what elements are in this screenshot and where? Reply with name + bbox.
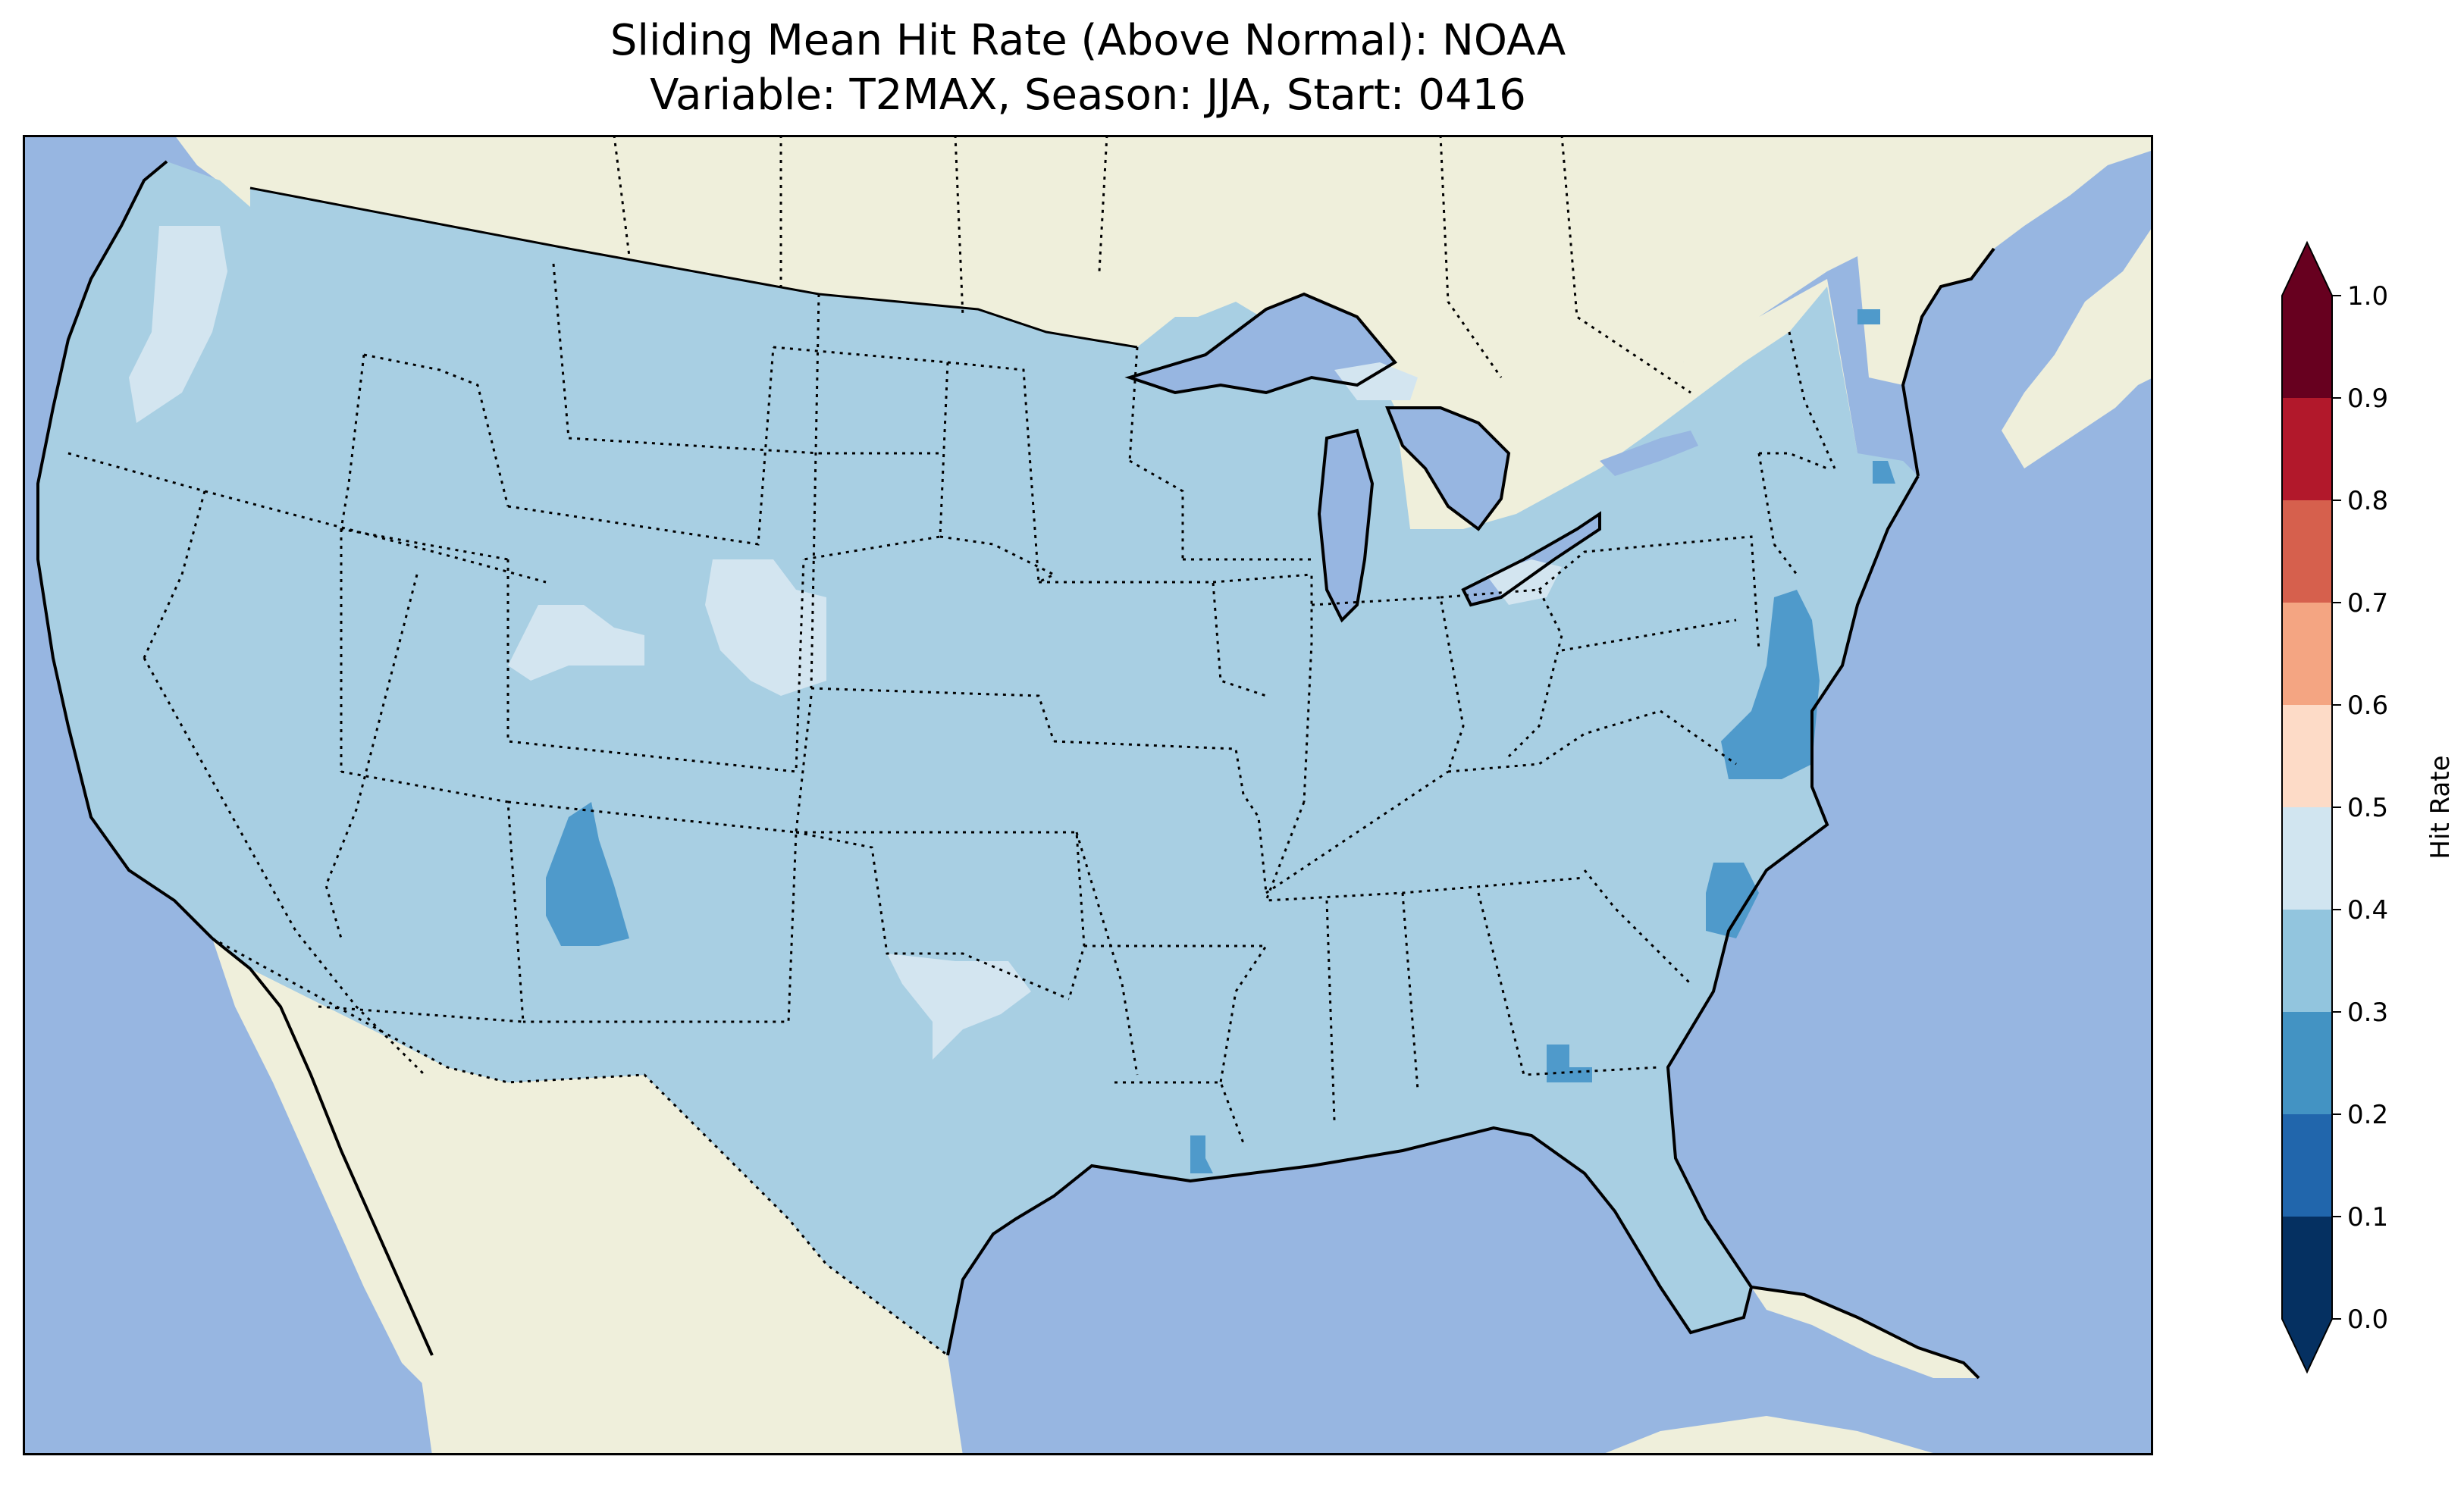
field-patch-arizona xyxy=(546,802,629,946)
field-patch-texas xyxy=(887,954,1031,1060)
colorbar-bins xyxy=(2281,240,2333,1374)
land-baja xyxy=(212,938,432,1393)
colorbar-label: Hit Rate xyxy=(2425,755,2456,859)
colorbar-extend-min xyxy=(2282,1319,2332,1372)
field-patch-massachusetts xyxy=(1873,461,1895,484)
land-southamerica-edge xyxy=(1600,1416,1941,1455)
land-maritimes xyxy=(2002,226,2153,468)
colorbar-tick-label: 0.8 xyxy=(2347,486,2388,516)
map-panel xyxy=(23,135,2153,1455)
lake-ontario xyxy=(1600,431,1698,476)
colorbar-bin xyxy=(2282,910,2332,1012)
colorbar-bin xyxy=(2282,296,2332,398)
colorbar-bin xyxy=(2282,1114,2332,1217)
us-mexico-border xyxy=(212,937,948,1357)
colorbar-tick-label: 0.0 xyxy=(2347,1305,2388,1335)
chart-title: Sliding Mean Hit Rate (Above Normal): NO… xyxy=(23,14,2153,123)
field-patch-wyoming-east xyxy=(705,559,826,696)
title-line-2: Variable: T2MAX, Season: JJA, Start: 041… xyxy=(650,70,1526,120)
lake-michigan xyxy=(1319,431,1372,620)
field-patch-washington xyxy=(129,226,227,423)
colorbar-bin xyxy=(2282,500,2332,603)
colorbar-ticks: 0.0 0.1 0.2 0.3 0.4 0.5 0.6 0.7 0.8 0.9 1.0 xyxy=(2332,281,2388,1335)
field-conus xyxy=(38,161,1918,1355)
colorbar-extend-max xyxy=(2282,243,2332,296)
land-cuba xyxy=(1751,1287,1979,1378)
colorbar-bin xyxy=(2282,705,2332,807)
colorbar-tick-label: 0.5 xyxy=(2347,793,2388,823)
field-patch-carolina xyxy=(1706,863,1759,938)
lake-superior xyxy=(1130,294,1395,393)
us-canada-border xyxy=(249,186,1138,349)
coastlines xyxy=(36,160,1995,1380)
land-mexico xyxy=(212,938,963,1455)
colorbar-bin xyxy=(2282,398,2332,500)
colorbar-tick-label: 0.1 xyxy=(2347,1202,2388,1232)
colorbar: 0.0 0.1 0.2 0.3 0.4 0.5 0.6 0.7 0.8 0.9 1.0 Hit Ra… xyxy=(2281,240,2456,1374)
colorbar-bin xyxy=(2282,1217,2332,1319)
field-patch-delaware-virginia xyxy=(1721,590,1820,779)
colorbar-bin xyxy=(2282,807,2332,910)
field-patch-louisiana xyxy=(1190,1135,1213,1173)
colorbar-tick-label: 0.4 xyxy=(2347,895,2388,926)
colorbar-tick-label: 0.6 xyxy=(2347,691,2388,721)
colorbar-bin xyxy=(2282,1012,2332,1114)
colorbar-tick-label: 1.0 xyxy=(2347,281,2388,312)
field-patch-maine xyxy=(1857,309,1880,324)
field-patch-georgia xyxy=(1547,1045,1592,1082)
colorbar-tick-label: 0.2 xyxy=(2347,1100,2388,1130)
colorbar-tick-label: 0.3 xyxy=(2347,998,2388,1028)
colorbar-tick-label: 0.7 xyxy=(2347,588,2388,619)
field-patch-michigan-upper xyxy=(1334,362,1418,400)
colorbar-bin xyxy=(2282,603,2332,705)
title-line-1: Sliding Mean Hit Rate (Above Normal): NO… xyxy=(610,16,1566,65)
field-patch-idaho-wyoming xyxy=(508,605,644,681)
lake-huron xyxy=(1387,408,1509,529)
state-boundaries xyxy=(67,135,1836,1144)
map-border xyxy=(23,135,2153,1455)
colorbar-tick-label: 0.9 xyxy=(2347,384,2388,414)
